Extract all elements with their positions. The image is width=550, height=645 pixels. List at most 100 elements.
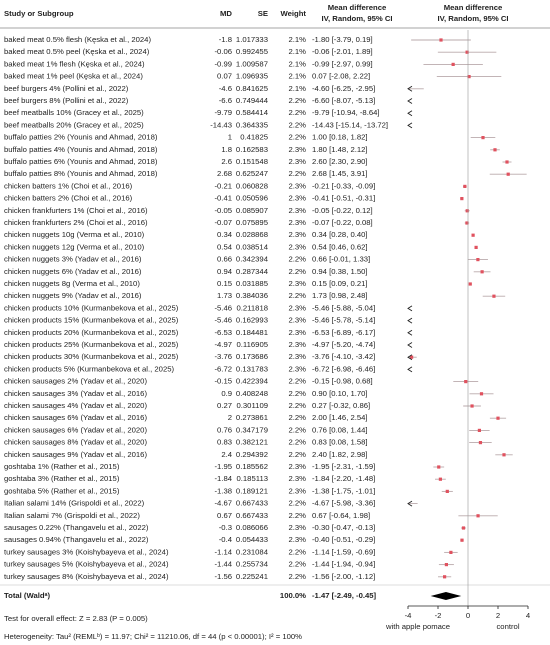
effect-square [465, 50, 469, 54]
ci-label: -1.84 [-2.20, -1.48] [312, 474, 375, 483]
md-value: 0.27 [217, 401, 232, 410]
weight-value: 2.1% [288, 72, 306, 81]
se-value: 0.841625 [236, 84, 268, 93]
ci-label: 0.67 [-0.64, 1.98] [312, 511, 370, 520]
effect-square [465, 221, 469, 225]
study-label: chicken products 5% (Kurmanbekova et al.… [4, 364, 175, 373]
header-plot: Mean difference [444, 3, 503, 12]
effect-square [460, 538, 464, 542]
clip-arrow [407, 110, 413, 117]
ci-label: -1.14 [-1.59, -0.69] [312, 547, 375, 556]
md-value: -0.41 [214, 194, 232, 203]
md-value: -1.56 [214, 572, 232, 581]
md-value: -1.14 [214, 547, 232, 556]
study-label: beef burgers 8% (Pollini et al., 2022) [4, 96, 129, 105]
ci-label: -0.30 [-0.47, -0.13] [312, 523, 375, 532]
effect-square [481, 136, 485, 140]
weight-value: 2.2% [288, 450, 306, 459]
se-value: 0.085907 [236, 206, 268, 215]
weight-value: 2.3% [288, 340, 306, 349]
clip-arrow [407, 98, 413, 104]
md-value: -0.21 [214, 181, 232, 190]
ci-label: -3.76 [-4.10, -3.42] [312, 352, 375, 361]
x-axis-label: with apple pomace [385, 622, 450, 631]
md-value: -4.97 [214, 340, 232, 349]
effect-square [478, 441, 483, 445]
study-label: chicken nuggets 9% (Yadav et al., 2016) [4, 291, 142, 300]
ci-label: -0.21 [-0.33, -0.09] [312, 181, 375, 190]
ci-label: 2.00 [1.46, 2.54] [312, 413, 368, 422]
header-weight: Weight [281, 9, 307, 18]
study-label: beef meatballs 20% (Gracey et al., 2025) [4, 120, 144, 129]
effect-square [476, 258, 480, 262]
weight-value: 2.3% [288, 486, 306, 495]
study-label: sausages 0.22% (Thangavelu et al., 2022) [4, 523, 149, 532]
weight-value: 2.3% [288, 242, 306, 251]
md-value: -0.99 [214, 59, 232, 68]
se-value: 0.189121 [236, 486, 268, 495]
weight-value: 2.3% [288, 145, 306, 154]
study-label: chicken sausages 9% (Yadav et al., 2016) [4, 450, 147, 459]
ci-label: -0.99 [-2.97, 0.99] [312, 59, 373, 68]
se-value: 1.096935 [236, 72, 268, 81]
weight-value: 2.2% [288, 255, 306, 264]
study-label: chicken products 30% (Kurmanbekova et al… [4, 352, 179, 361]
se-value: 0.749444 [236, 96, 269, 105]
study-label: sausages 0.94% (Thangavelu et al., 2022) [4, 535, 149, 544]
effect-square [461, 526, 466, 530]
study-label: chicken frankfurters 2% (Choi et al., 20… [4, 218, 148, 227]
ci-label: -1.95 [-2.31, -1.59] [312, 462, 375, 471]
md-value: -4.6 [219, 84, 232, 93]
study-label: goshtaba 3% (Rather et al., 2015) [4, 474, 120, 483]
ci-label: 0.54 [0.46, 0.62] [312, 242, 368, 251]
md-value: 0.9 [221, 389, 232, 398]
weight-value: 2.2% [288, 96, 306, 105]
md-value: -1.8 [219, 35, 232, 44]
ci-label: -1.80 [-3.79, 0.19] [312, 35, 373, 44]
md-value: -5.46 [214, 316, 232, 325]
study-label: goshtaba 1% (Rather et al., 2015) [4, 462, 120, 471]
study-label: chicken nuggets 10g (Verma et al., 2010) [4, 230, 145, 239]
study-label: chicken nuggets 8g (Verma et al., 2010) [4, 279, 140, 288]
effect-square [449, 550, 453, 554]
md-value: 0.54 [217, 242, 233, 251]
md-value: 1 [228, 133, 232, 142]
ci-label: -4.67 [-5.98, -3.36] [312, 499, 375, 508]
weight-value: 2.3% [288, 157, 306, 166]
effect-square [476, 514, 480, 518]
effect-square [493, 148, 497, 152]
md-value: -6.53 [214, 328, 232, 337]
md-value: 2.68 [217, 169, 232, 178]
se-value: 0.054433 [236, 535, 268, 544]
clip-arrow [407, 122, 413, 129]
md-value: -1.84 [214, 474, 232, 483]
se-value: 0.408248 [236, 389, 268, 398]
md-value: -0.3 [219, 523, 232, 532]
se-value: 0.584414 [236, 108, 269, 117]
se-value: 0.422394 [236, 377, 269, 386]
clip-arrow [407, 317, 413, 324]
se-value: 0.384036 [236, 291, 268, 300]
effect-square [505, 160, 509, 164]
weight-value: 2.1% [288, 84, 306, 93]
se-value: 0.301109 [237, 401, 269, 410]
se-value: 0.364335 [236, 120, 268, 129]
weight-value: 2.2% [288, 572, 306, 581]
weight-value: 2.2% [288, 547, 306, 556]
effect-square [492, 294, 496, 298]
clip-arrow [407, 342, 413, 348]
md-value: 1.8 [221, 145, 232, 154]
weight-value: 2.3% [288, 181, 306, 190]
se-value: 0.255734 [236, 560, 269, 569]
se-value: 0.342394 [236, 255, 269, 264]
effect-square [468, 282, 472, 286]
weight-value: 2.3% [288, 279, 306, 288]
weight-value: 2.1% [288, 47, 306, 56]
effect-square [437, 465, 441, 469]
md-value: -0.05 [214, 206, 232, 215]
x-tick-label: 0 [466, 611, 470, 620]
clip-arrow [407, 305, 413, 312]
md-value: 0.76 [217, 425, 232, 434]
study-label: chicken batters 1% (Choi et al., 2016) [4, 181, 133, 190]
effect-square [444, 563, 448, 567]
